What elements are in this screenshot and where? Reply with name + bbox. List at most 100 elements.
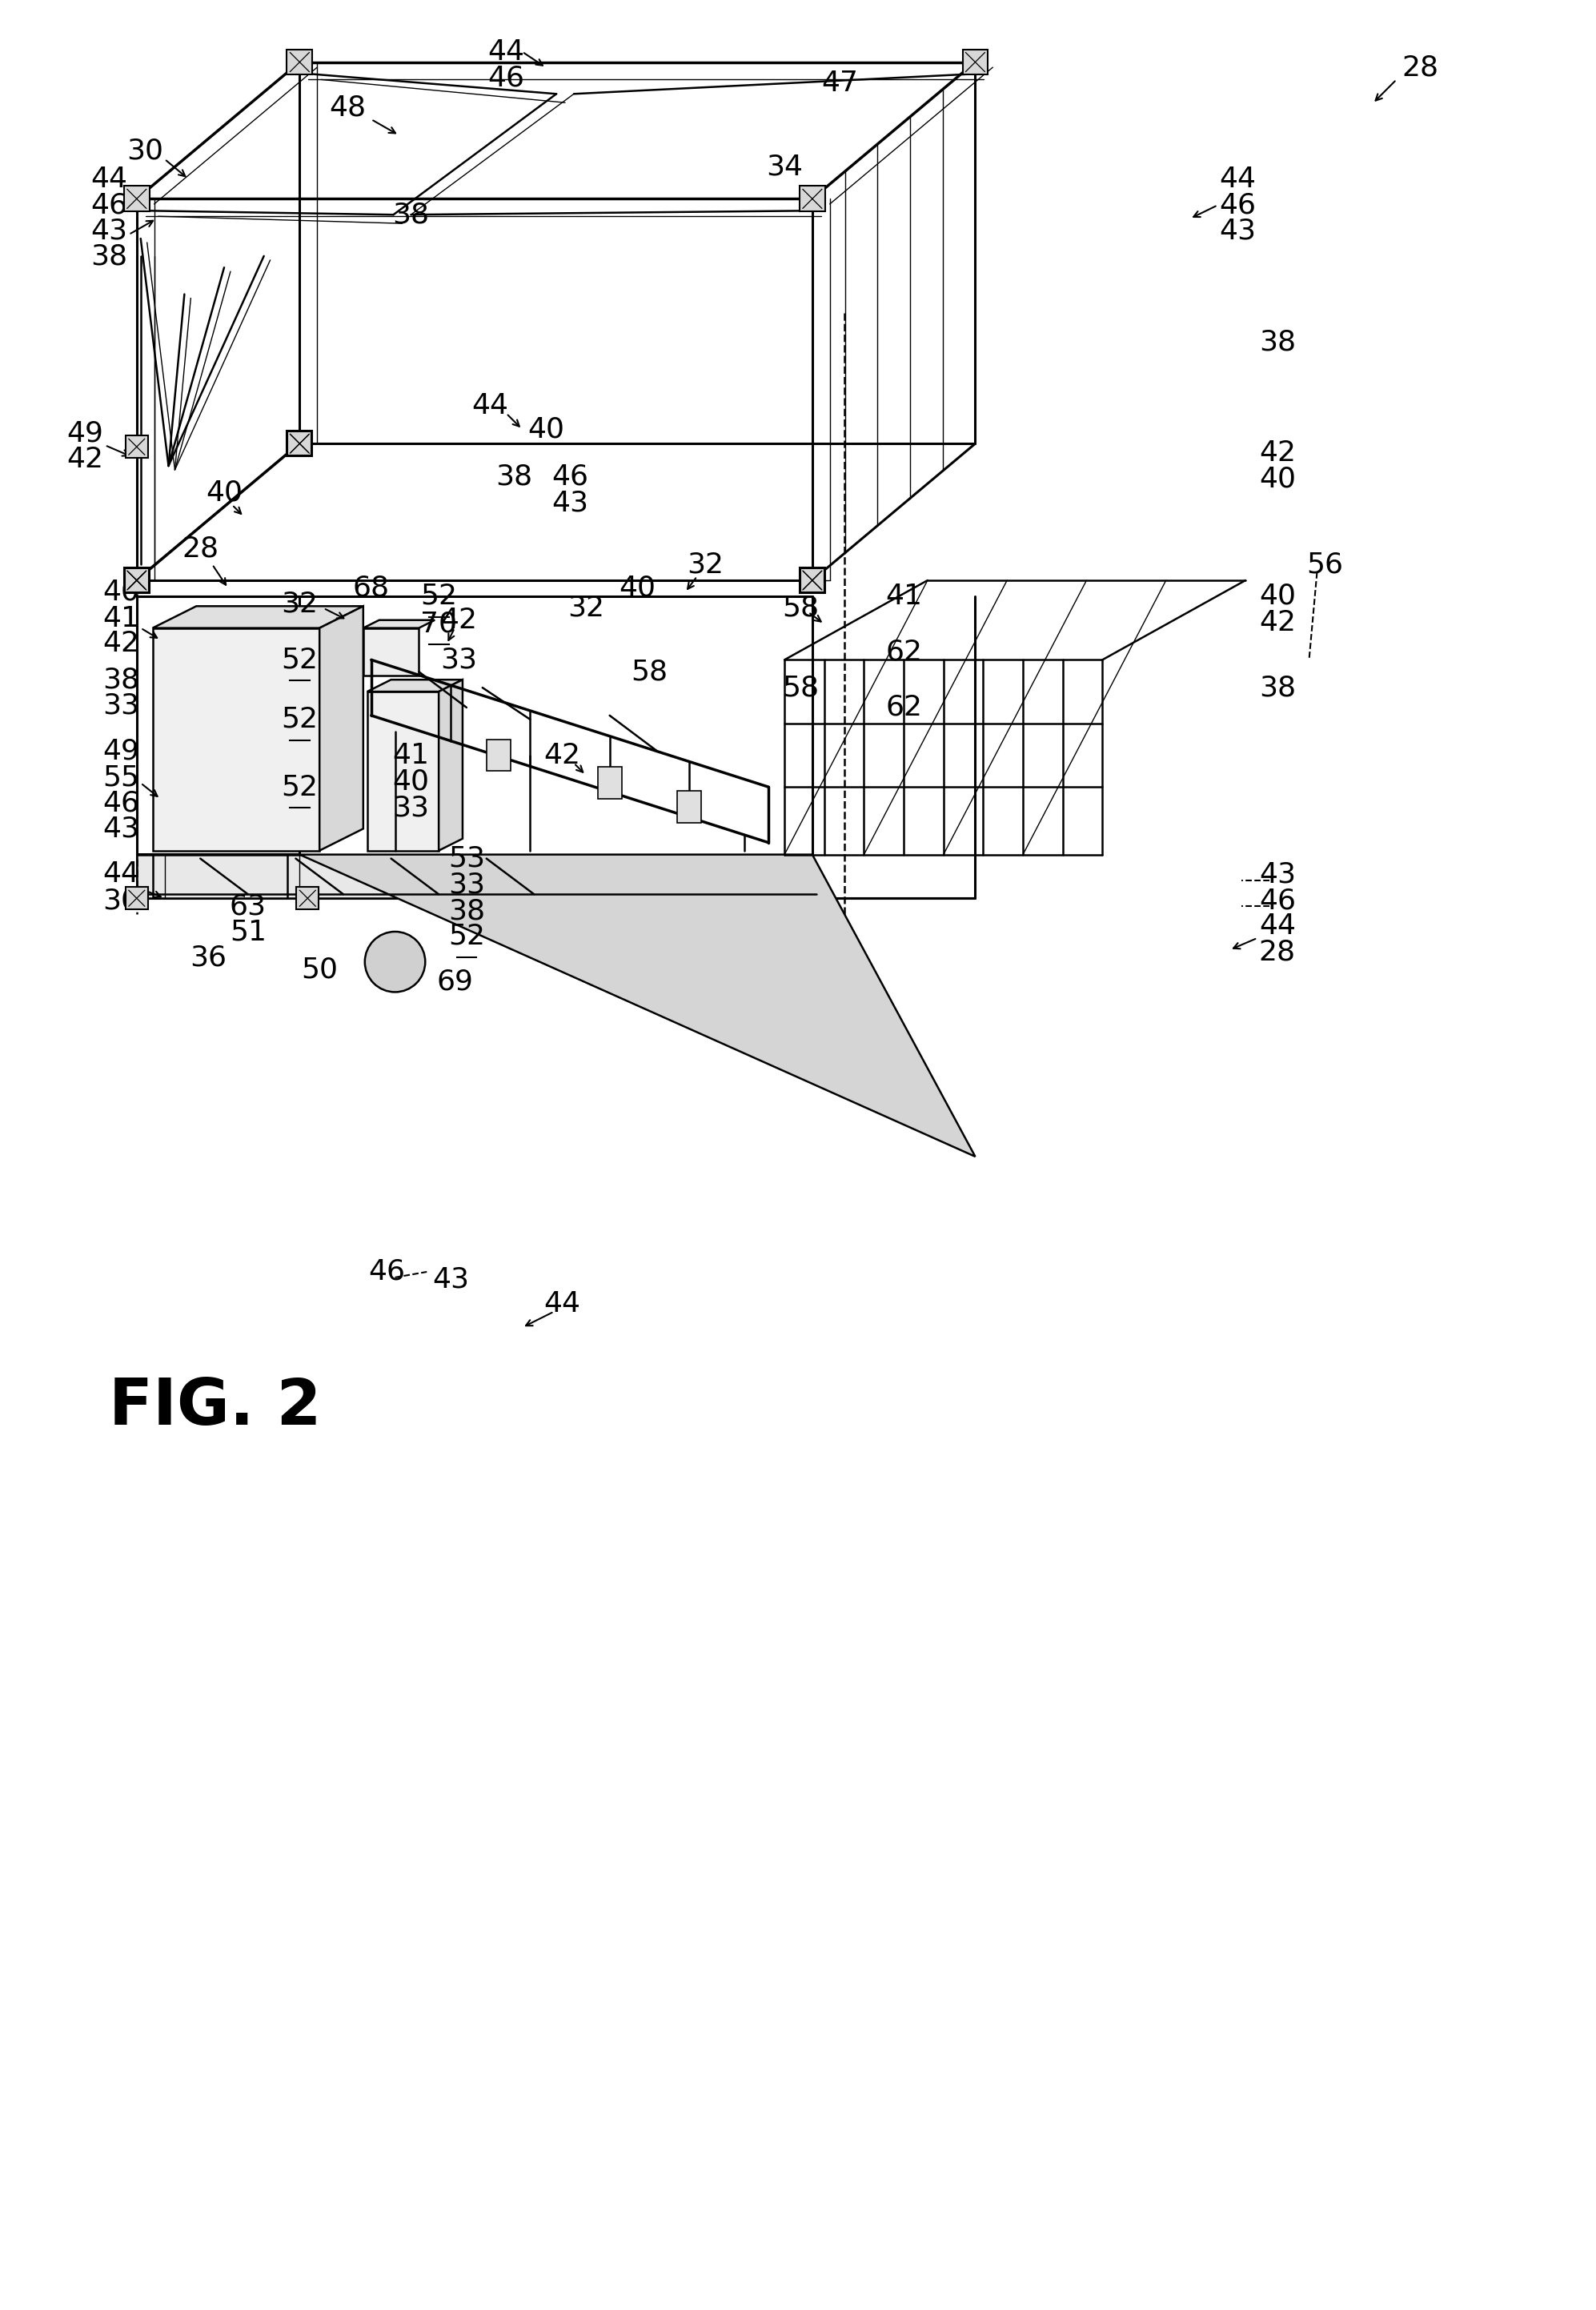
Text: 46: 46 [488,65,525,92]
Bar [287,49,313,74]
Text: 34: 34 [766,152,803,180]
Text: 63: 63 [230,892,267,919]
Text: 43: 43 [102,815,139,843]
Text: 38: 38 [1259,328,1296,356]
Text: 44: 44 [544,1289,581,1317]
Text: 46: 46 [91,192,128,219]
Text: 46: 46 [369,1259,405,1284]
Text: 44: 44 [102,862,139,887]
Bar [287,432,311,455]
Text: 49: 49 [67,420,104,446]
Text: 46: 46 [102,790,139,815]
Text: 52: 52 [281,707,318,732]
Text: 58: 58 [782,594,819,621]
Text: 42: 42 [544,742,581,769]
Text: 46: 46 [1219,192,1256,219]
Text: 33: 33 [440,647,477,675]
Text: 52: 52 [420,582,456,610]
Text: 51: 51 [230,919,267,947]
Text: 41: 41 [102,605,139,633]
Bar [126,568,148,591]
Text: 43: 43 [91,217,128,245]
Bar [800,187,825,213]
Bar [124,187,150,213]
Bar [800,568,825,594]
Polygon shape [367,691,439,850]
Text: 38: 38 [448,896,485,924]
Bar [124,568,148,591]
Text: 42: 42 [67,446,104,474]
Polygon shape [367,679,463,691]
Text: 38: 38 [102,665,139,693]
Text: 70: 70 [420,610,456,638]
Text: 44: 44 [488,39,525,65]
Text: 41: 41 [393,742,429,769]
Bar [677,790,701,822]
Text: 44: 44 [1219,166,1256,192]
Text: 28: 28 [1401,53,1440,81]
Text: 43: 43 [552,490,589,517]
Polygon shape [137,855,975,1157]
Text: 62: 62 [886,638,922,665]
Text: 33: 33 [102,693,139,718]
Text: 46: 46 [1259,887,1296,915]
Text: 33: 33 [393,795,429,822]
Text: 40: 40 [1259,582,1296,610]
Text: 40: 40 [393,767,429,795]
Text: 32: 32 [686,550,723,578]
Text: 41: 41 [886,582,922,610]
Text: 40: 40 [102,578,139,605]
Text: 55: 55 [102,765,139,790]
Bar [598,767,621,799]
Text: 36: 36 [190,945,227,973]
Text: 46: 46 [552,464,589,490]
Text: 52: 52 [281,774,318,802]
Text: 47: 47 [822,69,859,97]
Text: 43: 43 [1219,217,1256,245]
Text: 40: 40 [528,416,565,444]
Text: 40: 40 [619,575,656,603]
Text: 30: 30 [102,887,139,915]
Text: 28: 28 [182,536,219,561]
Text: 44: 44 [472,393,509,418]
Text: 42: 42 [1259,439,1296,467]
Polygon shape [153,605,364,628]
Text: 28: 28 [1259,938,1296,966]
Circle shape [365,931,425,991]
Text: 43: 43 [1259,862,1296,887]
Text: 62: 62 [886,693,922,721]
Text: 32: 32 [281,591,318,617]
Text: 42: 42 [102,631,139,658]
Text: 42: 42 [440,608,477,633]
Text: 44: 44 [91,166,128,192]
Text: 52: 52 [281,647,318,675]
Bar [126,887,148,910]
Text: 48: 48 [329,95,365,120]
Polygon shape [364,628,418,677]
Polygon shape [153,628,319,850]
Bar [297,887,319,910]
Text: 50: 50 [302,956,338,984]
Text: 43: 43 [433,1266,469,1294]
Text: 38: 38 [1259,675,1296,702]
Text: 58: 58 [782,675,819,702]
Bar [800,568,824,591]
Polygon shape [439,679,463,850]
Text: 40: 40 [206,478,243,506]
Bar [287,432,313,457]
Text: 42: 42 [1259,610,1296,635]
Text: 49: 49 [102,737,139,765]
Polygon shape [319,605,364,850]
Text: 68: 68 [353,575,389,603]
Text: 53: 53 [448,845,485,873]
Text: 44: 44 [1259,912,1296,940]
Text: 52: 52 [448,922,485,949]
Text: 40: 40 [1259,467,1296,492]
Text: 58: 58 [630,658,667,686]
Text: FIG. 2: FIG. 2 [109,1377,321,1439]
Bar [124,568,150,594]
Text: 38: 38 [393,201,429,229]
Polygon shape [137,855,812,899]
Polygon shape [364,619,434,628]
Bar [126,437,148,457]
